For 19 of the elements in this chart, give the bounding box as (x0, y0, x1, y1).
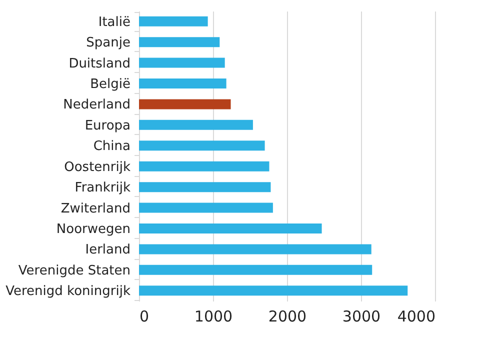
x-tick-label: 3000 (342, 308, 381, 326)
y-tick-label: Spanje (86, 36, 130, 51)
y-tick-label: Verenigd koningrijk (6, 284, 131, 300)
x-tick-label: 0 (140, 308, 150, 326)
y-tick-label: Oostenrijk (64, 160, 131, 175)
y-tick-label: Ierland (85, 242, 130, 258)
x-tick-label: 4000 (397, 308, 436, 326)
x-tick-label: 2000 (268, 308, 307, 326)
y-tick-label: China (93, 139, 130, 154)
y-tick-label: Italië (98, 14, 130, 30)
y-tick-label: Frankrijk (74, 180, 131, 196)
y-tick-label: Zwiterland (60, 201, 130, 216)
y-tick-label: Verenigde Staten (18, 263, 130, 278)
y-tick-label: Noorwegen (56, 222, 130, 237)
x-tick-label: 1000 (194, 308, 233, 326)
y-tick-label: Duitsland (68, 56, 130, 72)
y-tick-label: Nederland (63, 98, 130, 113)
y-tick-label: België (90, 77, 130, 92)
y-tick-label: Europa (84, 118, 130, 134)
